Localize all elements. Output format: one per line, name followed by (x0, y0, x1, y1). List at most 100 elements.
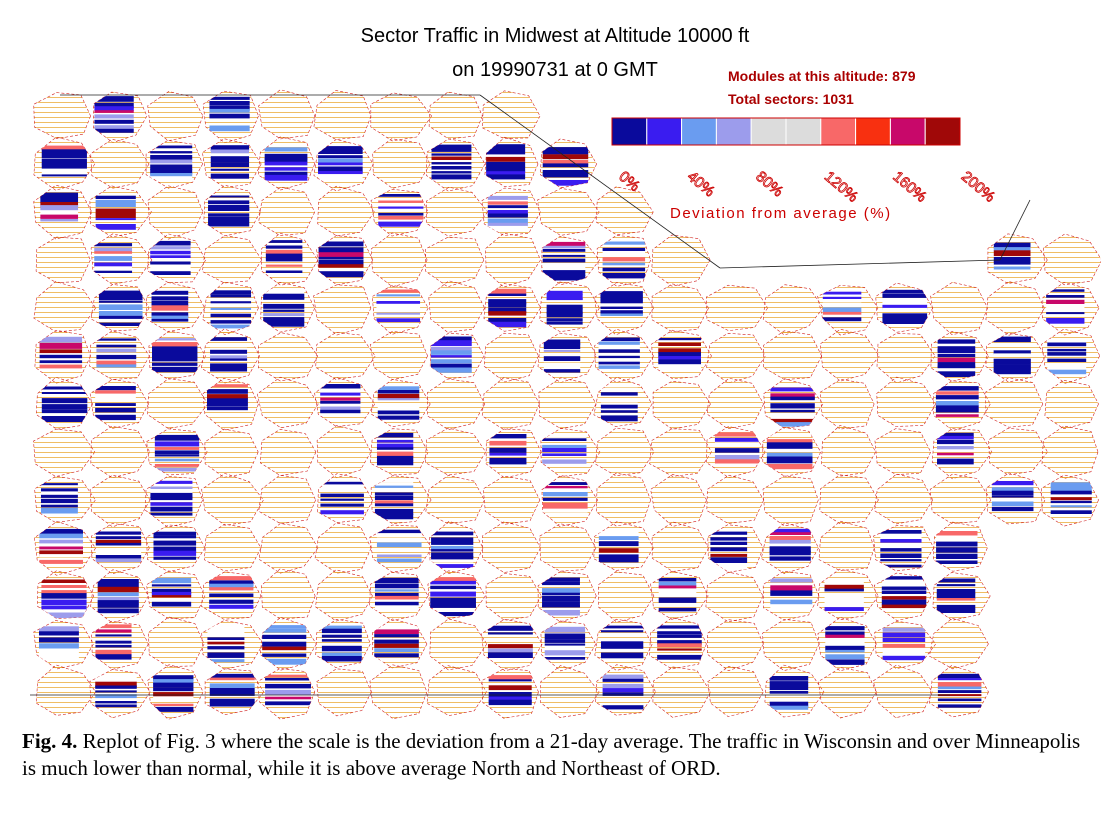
traffic-stripe (209, 576, 254, 581)
traffic-stripe (543, 492, 588, 497)
traffic-stripe (825, 626, 865, 631)
traffic-stripe (602, 683, 644, 689)
sector-fill (95, 675, 137, 708)
sector (204, 428, 259, 478)
traffic-stripe (210, 349, 248, 354)
traffic-stripe (993, 250, 1031, 257)
traffic-stripe (150, 506, 193, 512)
traffic-stripe (487, 218, 528, 224)
traffic-stripe (208, 213, 250, 217)
traffic-stripe (263, 309, 305, 312)
traffic-stripe (40, 494, 78, 498)
traffic-stripe (770, 393, 815, 399)
traffic-stripe (154, 464, 200, 467)
traffic-stripe (824, 584, 864, 591)
sector-fill (94, 96, 134, 133)
traffic-stripe (993, 343, 1031, 346)
sector-fill (95, 531, 142, 563)
traffic-stripe (881, 581, 927, 585)
traffic-stripe (264, 174, 308, 181)
traffic-stripe (487, 195, 528, 200)
sector-fill (39, 336, 83, 369)
traffic-stripe (935, 408, 979, 413)
sector-fill (600, 625, 644, 659)
traffic-stripe (431, 559, 474, 563)
traffic-stripe (598, 361, 640, 365)
traffic-stripe (487, 205, 528, 209)
traffic-stripe (430, 612, 476, 617)
traffic-stripe (152, 338, 198, 341)
traffic-stripe (262, 646, 307, 651)
traffic-stripe (658, 578, 697, 582)
traffic-stripe (318, 260, 364, 266)
sector-fill (264, 147, 308, 181)
traffic-stripe (374, 595, 419, 600)
sector-fill (320, 384, 361, 414)
traffic-stripe (770, 403, 815, 409)
traffic-stripe (95, 414, 136, 421)
traffic-stripe (153, 556, 197, 560)
traffic-stripe (543, 497, 588, 501)
traffic-stripe (150, 155, 193, 160)
traffic-stripe (320, 510, 364, 515)
traffic-stripe (936, 547, 978, 553)
traffic-stripe (376, 542, 422, 548)
traffic-stripe (210, 367, 248, 372)
traffic-stripe (318, 174, 363, 179)
traffic-stripe (542, 588, 580, 595)
traffic-stripe (542, 248, 586, 252)
traffic-stripe (991, 501, 1034, 506)
traffic-stripe (210, 355, 248, 361)
traffic-stripe (209, 698, 255, 704)
sector-fill (374, 482, 414, 520)
traffic-stripe (153, 692, 194, 697)
traffic-stripe (937, 339, 976, 344)
traffic-stripe (431, 144, 472, 150)
traffic-stripe (431, 564, 474, 568)
traffic-stripe (94, 114, 134, 119)
traffic-stripe (882, 650, 926, 654)
traffic-stripe (374, 629, 419, 635)
traffic-stripe (208, 217, 250, 223)
legend-swatch (820, 117, 857, 146)
sector-fill (489, 434, 527, 465)
sector-fill (150, 480, 193, 516)
traffic-stripe (766, 439, 813, 443)
traffic-stripe (39, 559, 83, 564)
traffic-stripe (39, 539, 83, 544)
traffic-stripe (431, 166, 472, 170)
traffic-stripe (542, 433, 587, 438)
traffic-stripe (486, 161, 526, 167)
traffic-stripe (377, 398, 420, 401)
traffic-stripe (209, 105, 250, 111)
legend-tick-label: 160% (889, 168, 929, 206)
traffic-stripe (431, 174, 472, 180)
traffic-stripe (207, 631, 245, 635)
traffic-stripe (770, 413, 815, 420)
sector (259, 428, 317, 476)
traffic-stripe (769, 539, 811, 544)
sector-fill (714, 432, 760, 464)
traffic-stripe (41, 386, 88, 390)
traffic-stripe (822, 311, 862, 315)
sector-fill (431, 531, 474, 568)
info-line-2: Total sectors: 1031 (728, 91, 854, 107)
traffic-stripe (600, 655, 644, 659)
traffic-stripe (151, 300, 189, 307)
sector-fill (38, 626, 79, 660)
traffic-stripe (487, 632, 533, 635)
traffic-stripe (657, 631, 702, 635)
traffic-stripe (600, 300, 643, 304)
sector-fill (95, 624, 132, 660)
sector (872, 664, 933, 719)
traffic-stripe (882, 638, 926, 642)
sector (539, 523, 597, 572)
sector-fill (318, 241, 364, 278)
traffic-stripe (546, 322, 583, 325)
traffic-stripe (486, 171, 526, 175)
sector (483, 332, 539, 383)
traffic-stripe (209, 593, 254, 597)
sector-fill (882, 289, 928, 324)
traffic-stripe (936, 531, 978, 537)
traffic-stripe (936, 604, 976, 610)
